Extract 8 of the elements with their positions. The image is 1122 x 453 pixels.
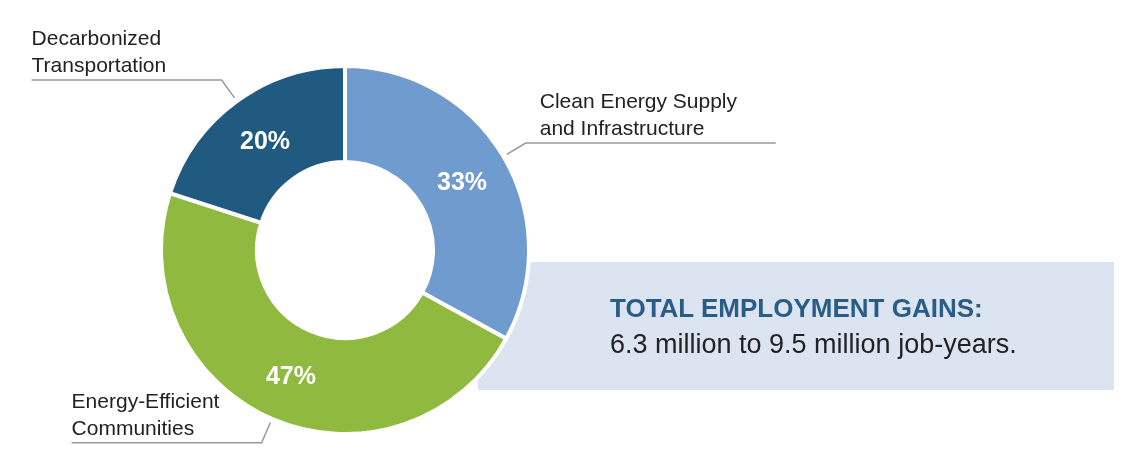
text: 6.3 million to 9.5 million job-years. xyxy=(610,329,1017,360)
slice-label: Clean Energy Supply and Infrastructure xyxy=(539,89,738,140)
data-label: 20% xyxy=(240,125,291,154)
text: TOTAL EMPLOYMENT GAINS: xyxy=(610,293,983,324)
data-label: 33% xyxy=(437,166,488,195)
slice-label: Decarbonized Transportation xyxy=(31,26,167,77)
data-label: 47% xyxy=(265,360,317,389)
slice-label: Energy-Efficient Communities xyxy=(71,388,220,439)
